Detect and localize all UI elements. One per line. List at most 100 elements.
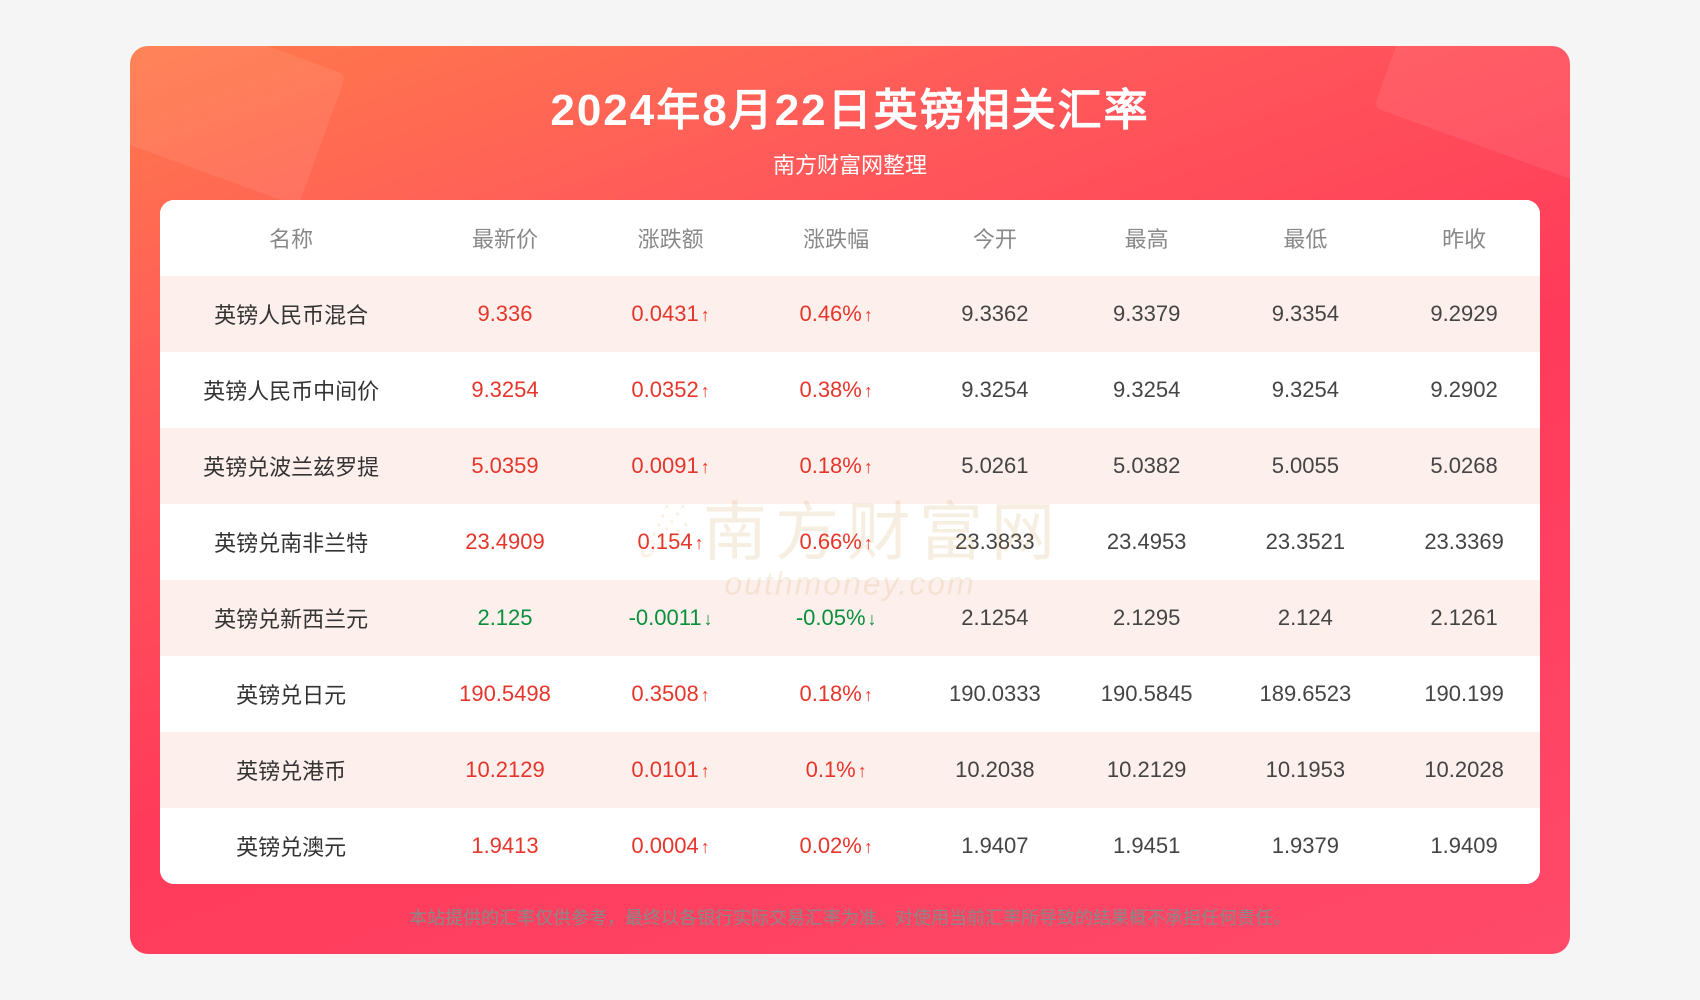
cell-name: 英镑人民币中间价: [160, 352, 422, 428]
arrow-up-icon: ↑: [858, 761, 867, 781]
col-header-price: 最新价: [422, 200, 588, 276]
cell-pct: 0.18%↑: [753, 428, 919, 504]
cell-pct: 0.38%↑: [753, 352, 919, 428]
cell-price: 23.4909: [422, 504, 588, 580]
arrow-up-icon: ↑: [701, 761, 710, 781]
col-header-name: 名称: [160, 200, 422, 276]
cell-prev: 2.1261: [1388, 580, 1540, 656]
col-header-prev: 昨收: [1388, 200, 1540, 276]
cell-high: 1.9451: [1071, 808, 1223, 884]
table-row: 英镑人民币中间价9.32540.0352↑0.38%↑9.32549.32549…: [160, 352, 1540, 428]
cell-change: 0.3508↑: [588, 656, 754, 732]
cell-name: 英镑兑新西兰元: [160, 580, 422, 656]
cell-open: 5.0261: [919, 428, 1071, 504]
col-header-open: 今开: [919, 200, 1071, 276]
col-header-high: 最高: [1071, 200, 1223, 276]
arrow-up-icon: ↑: [864, 837, 873, 857]
cell-high: 9.3254: [1071, 352, 1223, 428]
cell-prev: 5.0268: [1388, 428, 1540, 504]
cell-price: 9.3254: [422, 352, 588, 428]
cell-change: 0.0431↑: [588, 276, 754, 352]
cell-name: 英镑兑南非兰特: [160, 504, 422, 580]
table-row: 英镑兑港币10.21290.0101↑0.1%↑10.203810.212910…: [160, 732, 1540, 808]
cell-name: 英镑兑波兰兹罗提: [160, 428, 422, 504]
card-header: 2024年8月22日英镑相关汇率 南方财富网整理: [160, 74, 1540, 180]
cell-prev: 10.2028: [1388, 732, 1540, 808]
cell-pct: 0.66%↑: [753, 504, 919, 580]
table-row: 英镑兑澳元1.94130.0004↑0.02%↑1.94071.94511.93…: [160, 808, 1540, 884]
cell-high: 10.2129: [1071, 732, 1223, 808]
cell-prev: 9.2902: [1388, 352, 1540, 428]
col-header-change: 涨跌额: [588, 200, 754, 276]
cell-low: 2.124: [1223, 580, 1389, 656]
cell-prev: 23.3369: [1388, 504, 1540, 580]
table-row: 英镑兑南非兰特23.49090.154↑0.66%↑23.383323.4953…: [160, 504, 1540, 580]
col-header-low: 最低: [1223, 200, 1389, 276]
cell-price: 10.2129: [422, 732, 588, 808]
cell-low: 1.9379: [1223, 808, 1389, 884]
cell-change: -0.0011↓: [588, 580, 754, 656]
cell-change: 0.0101↑: [588, 732, 754, 808]
table-row: 英镑人民币混合9.3360.0431↑0.46%↑9.33629.33799.3…: [160, 276, 1540, 352]
cell-change: 0.154↑: [588, 504, 754, 580]
table-header-row: 名称 最新价 涨跌额 涨跌幅 今开 最高 最低 昨收: [160, 200, 1540, 276]
cell-low: 23.3521: [1223, 504, 1389, 580]
cell-name: 英镑人民币混合: [160, 276, 422, 352]
cell-low: 5.0055: [1223, 428, 1389, 504]
cell-price: 190.5498: [422, 656, 588, 732]
cell-high: 2.1295: [1071, 580, 1223, 656]
cell-price: 1.9413: [422, 808, 588, 884]
cell-open: 23.3833: [919, 504, 1071, 580]
cell-change: 0.0091↑: [588, 428, 754, 504]
cell-name: 英镑兑澳元: [160, 808, 422, 884]
arrow-up-icon: ↑: [864, 457, 873, 477]
cell-pct: -0.05%↓: [753, 580, 919, 656]
cell-high: 5.0382: [1071, 428, 1223, 504]
cell-prev: 9.2929: [1388, 276, 1540, 352]
disclaimer: 本站提供的汇率仅供参考，最终以各银行实际交易汇率为准。对使用当前汇率所导致的结果…: [160, 904, 1540, 930]
cell-high: 9.3379: [1071, 276, 1223, 352]
table-row: 英镑兑新西兰元2.125-0.0011↓-0.05%↓2.12542.12952…: [160, 580, 1540, 656]
arrow-down-icon: ↓: [868, 609, 877, 629]
page-title: 2024年8月22日英镑相关汇率: [160, 74, 1540, 138]
page-subtitle: 南方财富网整理: [160, 148, 1540, 180]
cell-prev: 190.199: [1388, 656, 1540, 732]
rate-card: 2024年8月22日英镑相关汇率 南方财富网整理 名称 最新价 涨跌额 涨跌幅 …: [130, 46, 1570, 954]
cell-open: 10.2038: [919, 732, 1071, 808]
cell-price: 5.0359: [422, 428, 588, 504]
cell-pct: 0.18%↑: [753, 656, 919, 732]
cell-change: 0.0352↑: [588, 352, 754, 428]
cell-low: 9.3354: [1223, 276, 1389, 352]
cell-open: 9.3254: [919, 352, 1071, 428]
arrow-down-icon: ↓: [704, 609, 713, 629]
cell-price: 9.336: [422, 276, 588, 352]
cell-open: 2.1254: [919, 580, 1071, 656]
cell-name: 英镑兑港币: [160, 732, 422, 808]
col-header-pct: 涨跌幅: [753, 200, 919, 276]
arrow-up-icon: ↑: [701, 305, 710, 325]
table-row: 英镑兑波兰兹罗提5.03590.0091↑0.18%↑5.02615.03825…: [160, 428, 1540, 504]
cell-open: 190.0333: [919, 656, 1071, 732]
arrow-up-icon: ↑: [864, 685, 873, 705]
arrow-up-icon: ↑: [864, 381, 873, 401]
arrow-up-icon: ↑: [701, 381, 710, 401]
cell-low: 9.3254: [1223, 352, 1389, 428]
arrow-up-icon: ↑: [864, 533, 873, 553]
arrow-up-icon: ↑: [695, 533, 704, 553]
arrow-up-icon: ↑: [701, 837, 710, 857]
table-container: 名称 最新价 涨跌额 涨跌幅 今开 最高 最低 昨收 英镑人民币混合9.3360…: [160, 200, 1540, 884]
cell-pct: 0.46%↑: [753, 276, 919, 352]
cell-open: 9.3362: [919, 276, 1071, 352]
cell-change: 0.0004↑: [588, 808, 754, 884]
cell-high: 190.5845: [1071, 656, 1223, 732]
cell-prev: 1.9409: [1388, 808, 1540, 884]
arrow-up-icon: ↑: [701, 457, 710, 477]
cell-high: 23.4953: [1071, 504, 1223, 580]
cell-low: 10.1953: [1223, 732, 1389, 808]
arrow-up-icon: ↑: [864, 305, 873, 325]
rates-table: 名称 最新价 涨跌额 涨跌幅 今开 最高 最低 昨收 英镑人民币混合9.3360…: [160, 200, 1540, 884]
cell-price: 2.125: [422, 580, 588, 656]
table-row: 英镑兑日元190.54980.3508↑0.18%↑190.0333190.58…: [160, 656, 1540, 732]
cell-low: 189.6523: [1223, 656, 1389, 732]
arrow-up-icon: ↑: [701, 685, 710, 705]
